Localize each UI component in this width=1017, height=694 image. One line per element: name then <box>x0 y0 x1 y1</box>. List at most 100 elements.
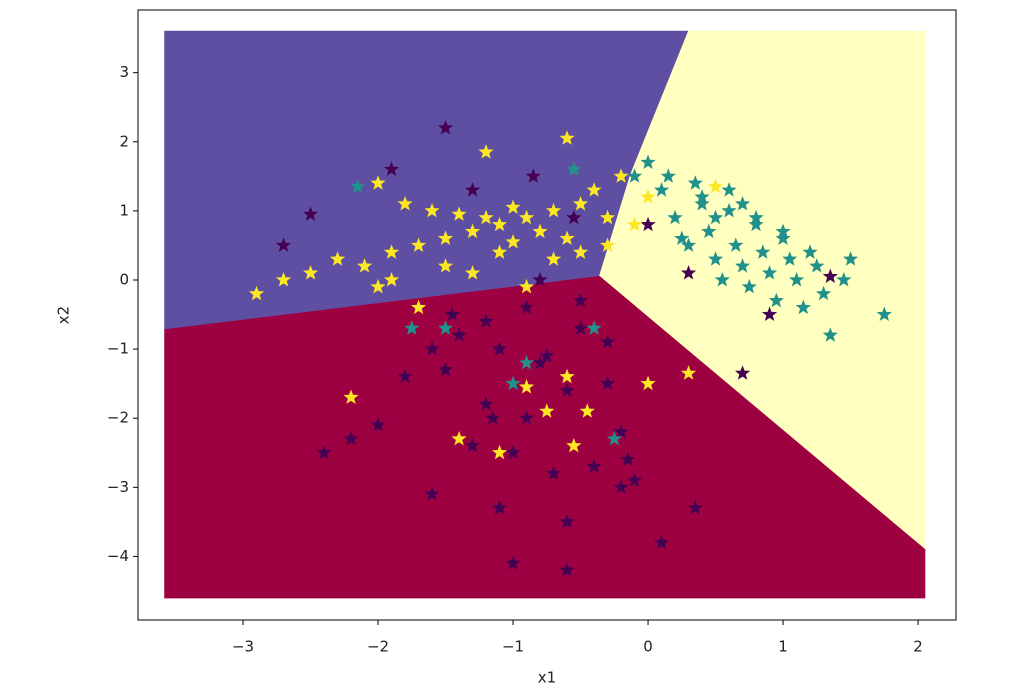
point <box>539 403 555 418</box>
point <box>822 268 838 284</box>
point <box>410 299 427 315</box>
point <box>701 223 717 239</box>
point <box>599 334 616 349</box>
point <box>424 486 440 501</box>
point <box>491 244 508 259</box>
point <box>640 216 656 232</box>
point <box>559 230 575 246</box>
point <box>505 444 521 460</box>
point <box>842 251 859 266</box>
point <box>518 209 535 225</box>
point <box>525 168 541 183</box>
point <box>559 513 575 529</box>
point <box>275 272 292 287</box>
point <box>350 178 366 194</box>
point <box>410 237 427 252</box>
point <box>755 244 771 259</box>
point <box>613 168 629 183</box>
y-tick-label: −3 <box>107 478 129 496</box>
point <box>707 178 724 194</box>
point <box>559 130 575 145</box>
point <box>532 272 548 287</box>
point <box>370 417 386 432</box>
point <box>444 306 460 322</box>
point <box>660 168 676 183</box>
point <box>539 348 555 363</box>
x-tick-label: −2 <box>367 638 389 656</box>
point <box>451 430 467 446</box>
point <box>478 396 494 411</box>
point <box>721 202 737 218</box>
point <box>491 216 508 232</box>
y-tick-label: 2 <box>119 132 129 150</box>
point <box>626 216 643 232</box>
point <box>674 230 690 246</box>
point <box>505 375 521 391</box>
point <box>721 182 737 197</box>
point <box>707 251 724 266</box>
point <box>518 278 535 294</box>
point <box>397 195 413 211</box>
point <box>815 285 832 301</box>
point <box>714 272 730 287</box>
plot-frame <box>137 9 957 621</box>
point <box>370 278 386 294</box>
point <box>687 500 703 515</box>
point <box>532 223 548 239</box>
point <box>275 237 292 252</box>
point <box>478 313 494 328</box>
point <box>478 209 494 225</box>
point <box>836 272 852 287</box>
point <box>505 233 521 249</box>
point <box>248 285 265 301</box>
x-tick-label: −1 <box>502 638 524 656</box>
point <box>761 265 778 280</box>
point <box>451 327 467 342</box>
point <box>370 175 386 190</box>
x-tick-label: 2 <box>913 638 923 656</box>
point <box>667 209 683 225</box>
point <box>572 195 589 211</box>
point <box>788 272 805 287</box>
point <box>518 410 535 425</box>
point <box>586 458 602 474</box>
point <box>748 216 764 232</box>
point <box>559 562 575 577</box>
point <box>518 354 535 370</box>
point <box>437 119 454 135</box>
point <box>586 320 602 335</box>
point <box>302 206 319 221</box>
point <box>707 209 724 225</box>
point <box>316 444 332 460</box>
point <box>775 223 791 239</box>
point <box>566 161 582 176</box>
point <box>626 168 643 183</box>
y-tick-label: −4 <box>107 547 129 565</box>
point <box>734 365 751 380</box>
point <box>491 341 508 356</box>
point <box>680 265 697 280</box>
point <box>775 230 791 246</box>
point <box>485 410 501 425</box>
point <box>302 265 319 280</box>
point <box>640 189 656 204</box>
point <box>613 479 629 494</box>
x-axis-label: x1 <box>538 669 556 687</box>
point <box>397 368 413 384</box>
point <box>802 244 818 259</box>
point <box>437 230 454 246</box>
point <box>579 403 595 418</box>
point <box>424 202 440 218</box>
point <box>545 251 562 266</box>
point <box>694 189 710 204</box>
point <box>559 382 575 398</box>
x-tick-label: 0 <box>643 638 653 656</box>
point <box>437 361 454 377</box>
x-tick-label: −3 <box>232 638 254 656</box>
point <box>343 389 359 404</box>
point <box>464 265 481 280</box>
point <box>734 258 751 273</box>
point <box>491 500 508 515</box>
point <box>572 320 589 335</box>
